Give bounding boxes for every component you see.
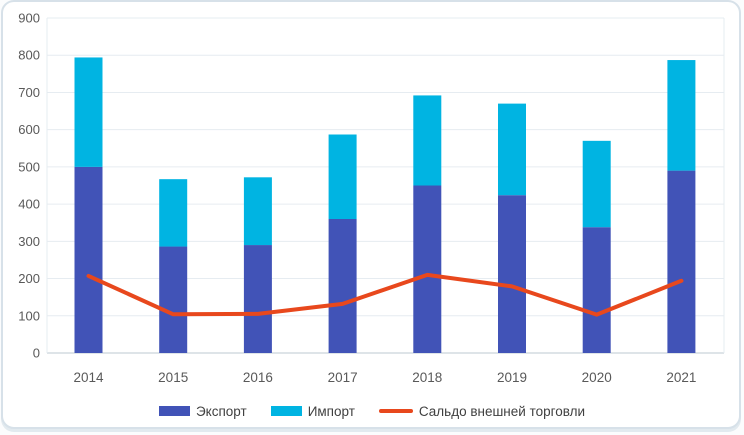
bar-import-2018 xyxy=(413,95,442,186)
y-tick-label: 200 xyxy=(18,271,40,286)
import-swatch xyxy=(270,406,302,416)
y-tick-label: 700 xyxy=(18,85,40,100)
y-tick-label: 0 xyxy=(33,346,40,361)
bar-import-2017 xyxy=(328,134,357,219)
bar-export-2016 xyxy=(243,245,272,353)
bar-import-2020 xyxy=(582,140,611,228)
legend-label-saldo: Сальдо внешней торговли xyxy=(418,403,586,419)
y-tick-label: 100 xyxy=(18,308,40,323)
legend-item-import[interactable]: Импорт xyxy=(270,403,355,419)
bar-export-2021 xyxy=(667,170,696,353)
x-tick-label: 2017 xyxy=(328,370,358,385)
bar-import-2014 xyxy=(74,57,103,167)
bar-import-2021 xyxy=(667,60,696,171)
x-tick-label: 2016 xyxy=(243,370,273,385)
legend-item-export[interactable]: Экспорт xyxy=(158,403,247,419)
bar-import-2019 xyxy=(498,103,526,196)
bar-import-2016 xyxy=(243,177,272,246)
x-tick-label: 2015 xyxy=(158,370,188,385)
bar-export-2017 xyxy=(328,219,357,353)
bar-export-2014 xyxy=(74,166,103,353)
bar-import-2015 xyxy=(159,179,188,247)
legend: Экспорт Импорт Сальдо внешней торговли xyxy=(0,402,744,420)
y-tick-label: 900 xyxy=(18,11,40,26)
export-swatch xyxy=(158,406,190,416)
legend-label-export: Экспорт xyxy=(195,403,247,419)
x-tick-label: 2018 xyxy=(412,370,442,385)
x-tick-label: 2014 xyxy=(73,370,104,385)
bar-export-2020 xyxy=(582,227,611,353)
x-tick-label: 2019 xyxy=(497,370,527,385)
legend-label-import: Импорт xyxy=(307,403,355,419)
bar-export-2018 xyxy=(413,185,442,353)
y-tick-label: 600 xyxy=(18,122,40,137)
x-tick-label: 2020 xyxy=(582,370,612,385)
bar-export-2015 xyxy=(159,246,188,353)
x-tick-label: 2021 xyxy=(666,370,696,385)
saldo-line-swatch xyxy=(378,409,413,413)
y-tick-label: 400 xyxy=(18,197,40,212)
bar-export-2019 xyxy=(498,195,526,353)
y-tick-label: 800 xyxy=(18,48,40,63)
legend-item-saldo[interactable]: Сальдо внешней торговли xyxy=(378,403,586,419)
saldo-line xyxy=(86,272,684,317)
y-tick-label: 300 xyxy=(18,234,40,249)
y-tick-label: 500 xyxy=(18,159,40,174)
